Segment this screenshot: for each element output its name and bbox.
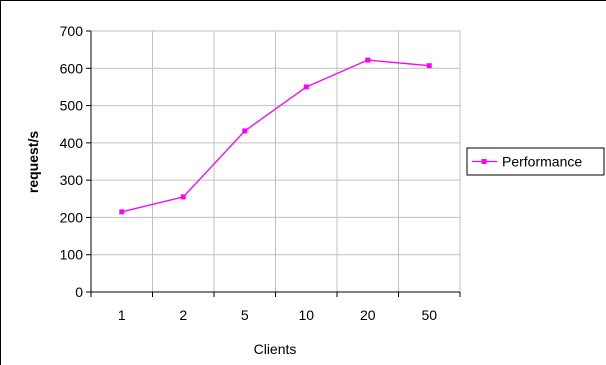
data-point [426, 63, 432, 69]
legend-marker [481, 159, 487, 164]
data-point [365, 57, 371, 63]
data-point [242, 128, 248, 134]
y-axis-label: request/s [25, 131, 41, 193]
x-tick-label: 20 [360, 307, 376, 323]
legend-label: Performance [502, 154, 582, 170]
x-tick-labels: 1 2 5 10 20 50 [118, 307, 437, 323]
x-tick-label: 1 [118, 307, 126, 323]
legend-box [466, 147, 605, 176]
x-tick-label: 10 [298, 307, 314, 323]
y-tick-label: 600 [60, 60, 84, 76]
x-tick-label: 2 [179, 307, 187, 323]
legend: Performance [466, 147, 605, 176]
x-tick-label: 50 [421, 307, 437, 323]
x-axis-label: Clients [254, 341, 297, 357]
axes [86, 30, 461, 297]
y-tick-label: 200 [60, 209, 84, 225]
y-tick-label: 400 [60, 135, 84, 151]
grid-lines [91, 30, 461, 292]
data-point [180, 194, 186, 200]
y-tick-label: 100 [60, 247, 84, 263]
series-performance [119, 57, 432, 215]
y-tick-label: 0 [75, 284, 83, 300]
series-line [121, 59, 430, 213]
y-tick-labels: 0 100 200 300 400 500 600 700 [60, 23, 84, 300]
x-tick-label: 5 [241, 307, 249, 323]
data-point [119, 209, 125, 215]
y-tick-label: 700 [60, 23, 84, 39]
data-point [303, 84, 309, 90]
y-tick-label: 500 [60, 98, 84, 114]
y-tick-label: 300 [60, 172, 84, 188]
